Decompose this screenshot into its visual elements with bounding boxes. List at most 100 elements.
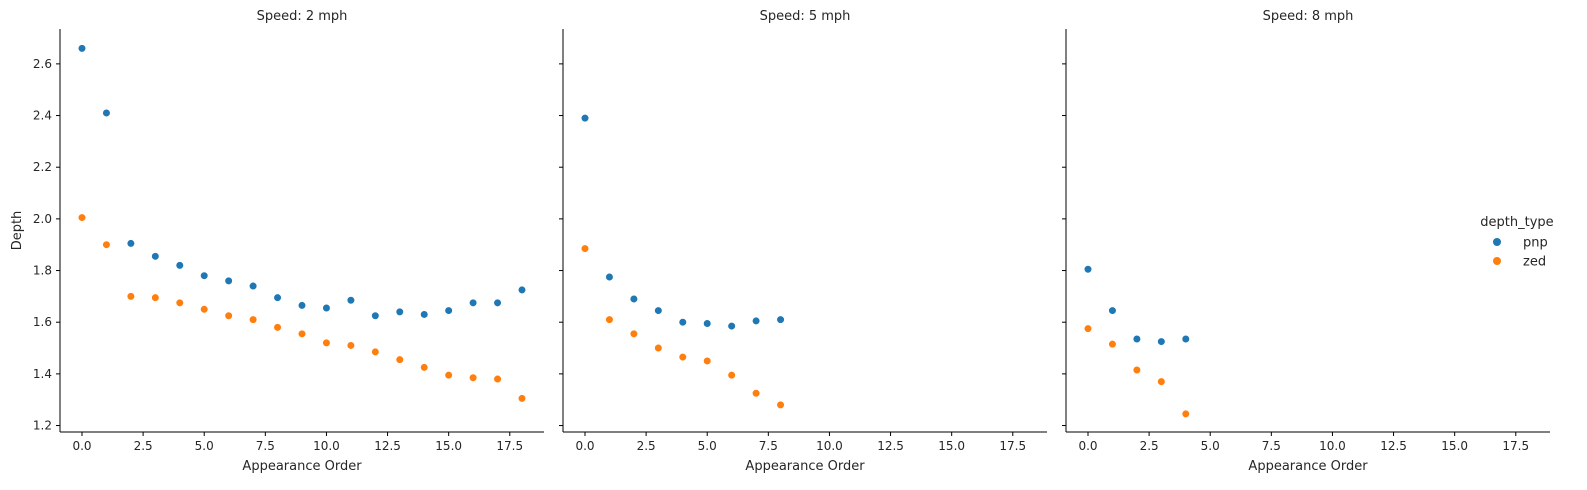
data-point-zed [249,315,258,324]
data-point-zed [395,355,404,364]
data-point-zed [629,329,638,338]
data-point-pnp [493,298,502,307]
y-tick-label: 2.2 [33,160,52,174]
data-point-zed [727,371,736,380]
y-tick-label: 2.0 [33,212,52,226]
x-tick-label: 2.5 [1140,439,1159,453]
data-point-pnp [629,294,638,304]
data-point-zed [175,298,184,307]
data-point-zed [1181,409,1190,419]
data-point-pnp [151,252,160,261]
data-point-pnp [678,318,687,327]
data-point-pnp [175,261,184,270]
data-point-pnp [703,319,712,328]
data-point-zed [420,363,429,372]
x-tick-label: 17.5 [496,439,523,453]
data-point-zed [346,341,355,350]
data-point-pnp [1108,306,1117,315]
x-tick-label: 5.0 [1201,439,1220,453]
panel-title: Speed: 2 mph [257,9,348,24]
data-point-pnp [126,239,135,248]
data-point-pnp [517,285,527,295]
data-point-zed [580,244,590,253]
x-tick-label: 17.5 [999,439,1026,453]
data-point-zed [517,394,527,403]
x-tick-label: 10.0 [313,439,340,453]
data-point-zed [200,305,209,314]
data-point-pnp [654,306,663,315]
data-point-zed [654,343,663,353]
data-point-zed [273,323,282,332]
x-tick-label: 2.5 [637,439,656,453]
x-tick-label: 10.0 [816,439,843,453]
legend-title: depth_type [1480,215,1553,230]
legend-label-zed: zed [1523,255,1546,270]
data-point-pnp [102,108,111,118]
data-point-pnp [1132,334,1141,344]
y-tick-label: 1.4 [33,367,52,381]
x-tick-label: 12.5 [374,439,401,453]
data-point-pnp [605,272,614,282]
data-point-pnp [346,296,355,305]
x-tick-label: 5.0 [698,439,717,453]
data-point-pnp [273,293,282,302]
y-tick-label: 1.2 [33,419,52,433]
data-point-zed [297,329,307,338]
x-tick-label: 2.5 [134,439,153,453]
x-tick-label: 5.0 [195,439,214,453]
legend-label-pnp: pnp [1523,236,1548,251]
data-point-pnp [200,271,209,280]
data-point-pnp [752,316,761,326]
data-point-zed [493,374,502,384]
data-point-pnp [420,310,429,319]
panel-title: Speed: 8 mph [1263,9,1354,24]
data-point-pnp [1083,265,1093,274]
x-tick-label: 15.0 [1441,439,1468,453]
data-point-zed [605,315,614,324]
data-point-zed [469,373,478,382]
data-point-zed [1083,324,1093,333]
y-tick-label: 1.8 [33,264,52,278]
x-tick-label: 17.5 [1502,439,1529,453]
data-point-zed [1157,377,1166,386]
y-axis-title: Depth [10,211,25,251]
y-tick-label: 2.6 [33,57,52,71]
data-point-pnp [580,114,590,123]
data-point-zed [444,371,453,380]
data-point-zed [224,311,233,320]
legend-marker-zed [1493,257,1501,265]
data-point-pnp [77,44,87,53]
data-point-zed [322,338,331,347]
panel-title: Speed: 5 mph [760,9,851,24]
x-tick-label: 15.0 [435,439,462,453]
data-point-zed [77,213,87,222]
x-tick-label: 12.5 [877,439,904,453]
y-tick-label: 1.6 [33,315,52,329]
data-point-zed [1108,340,1117,349]
x-tick-label: 15.0 [938,439,965,453]
x-axis-title: Appearance Order [745,459,865,474]
data-point-zed [126,292,135,301]
x-tick-label: 0.0 [1078,439,1097,453]
x-tick-label: 7.5 [759,439,778,453]
data-point-pnp [469,298,478,307]
data-point-zed [703,356,712,366]
data-point-zed [752,389,761,398]
x-tick-label: 7.5 [1262,439,1281,453]
data-point-zed [102,240,111,249]
data-point-pnp [444,306,453,315]
data-point-pnp [1181,334,1190,344]
data-point-zed [1132,365,1141,375]
data-point-zed [151,293,160,302]
y-tick-label: 2.4 [33,109,52,123]
data-point-zed [371,347,380,357]
data-point-pnp [322,303,331,313]
data-point-pnp [727,321,736,331]
data-point-pnp [1157,337,1166,346]
x-tick-label: 10.0 [1319,439,1346,453]
data-point-pnp [371,311,380,320]
data-point-zed [678,352,687,362]
data-point-pnp [297,301,307,310]
data-point-pnp [249,281,258,291]
